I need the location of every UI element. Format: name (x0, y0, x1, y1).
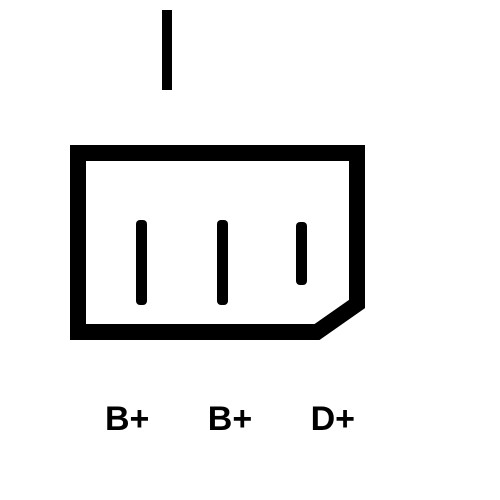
label-2: B+ (208, 400, 252, 439)
label-3: D+ (311, 400, 355, 439)
pin-1 (136, 220, 147, 305)
pin-2 (217, 220, 228, 305)
pin-labels: B+ B+ D+ (105, 400, 355, 439)
pin-3 (296, 222, 307, 285)
label-1: B+ (105, 400, 149, 439)
